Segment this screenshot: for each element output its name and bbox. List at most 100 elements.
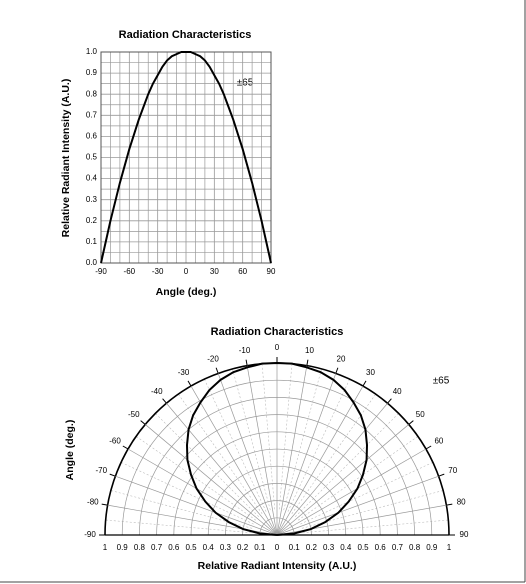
tick-mark (446, 503, 453, 506)
minor-grid-line (204, 378, 267, 512)
minor-grid-line (135, 436, 257, 521)
angle-tick-label: 10 (305, 346, 314, 355)
tick-mark (306, 359, 309, 366)
r-tick-label: 0.6 (375, 543, 387, 552)
y-tick-label: 0.1 (86, 237, 98, 246)
angle-tick-label: 30 (366, 368, 375, 377)
x-tick-label: -60 (124, 267, 136, 276)
r-tick-label: 0.1 (254, 543, 266, 552)
grid-line (127, 448, 278, 536)
minor-grid-line (105, 519, 252, 534)
x-axis-label: Angle (deg.) (156, 286, 217, 298)
angle-tick-label: -20 (207, 354, 219, 363)
tick-mark (187, 380, 192, 387)
r-tick-label: 0.9 (117, 543, 129, 552)
minor-grid-line (300, 462, 434, 525)
r-tick-label: 0.9 (426, 543, 438, 552)
angle-tick-label: -60 (109, 437, 121, 446)
angle-tick-label: 40 (393, 387, 402, 396)
grid-line (166, 403, 278, 536)
angle-tick-label: -70 (95, 466, 107, 475)
grid-line (246, 365, 278, 536)
r-tick-label: 0.5 (357, 543, 369, 552)
angle-tick-label: -30 (178, 368, 190, 377)
x-tick-label: -90 (95, 267, 107, 276)
minor-grid-line (297, 436, 419, 521)
grid-line (276, 403, 388, 536)
x-axis-label: Relative Radiant Intensity (A.U.) (198, 560, 357, 572)
minor-grid-line (120, 462, 254, 525)
grid-line (190, 385, 278, 536)
tick-mark (362, 380, 367, 387)
angle-tick-label: -10 (239, 346, 251, 355)
x-tick-label: 60 (238, 267, 247, 276)
tick-mark (438, 473, 445, 477)
angle-tick-label: 80 (457, 498, 466, 507)
r-tick-label: 0.5 (185, 543, 197, 552)
tick-mark (122, 445, 129, 450)
tick-mark (215, 367, 219, 374)
y-tick-label: 0.3 (86, 195, 98, 204)
angle-tick-label: 0 (275, 343, 280, 352)
grid-line (276, 385, 364, 536)
tick-mark (245, 359, 248, 366)
y-tick-label: 1.0 (86, 47, 98, 56)
angle-tick-label: -90 (84, 530, 96, 539)
angle-tick-label: 60 (434, 437, 443, 446)
data-line (185, 361, 369, 536)
r-tick-label: 0.8 (409, 543, 421, 552)
grid-line (276, 448, 427, 536)
y-axis-label: Relative Radiant Intensity (A.U.) (60, 79, 72, 238)
minor-grid-line (155, 413, 259, 517)
x-tick-label: 90 (267, 267, 276, 276)
r-tick-label: 0.2 (306, 543, 318, 552)
tick-mark (140, 420, 146, 425)
r-tick-label: 0.7 (151, 543, 163, 552)
minor-grid-line (302, 519, 449, 534)
angle-tick-label: -40 (151, 387, 163, 396)
r-tick-label: 1 (103, 543, 108, 552)
r-tick-label: 0.7 (392, 543, 404, 552)
r-tick-label: 0.3 (323, 543, 335, 552)
grid-line (217, 373, 278, 536)
minor-grid-line (295, 413, 399, 517)
y-tick-label: 0.7 (86, 110, 98, 119)
chart-title: Radiation Characteristics (211, 326, 344, 338)
y-tick-label: 0.5 (86, 153, 98, 162)
y-tick-label: 0.0 (86, 258, 98, 267)
x-tick-label: 0 (184, 267, 189, 276)
tick-mark (425, 445, 432, 450)
grid-line (276, 373, 337, 536)
tick-mark (162, 398, 167, 404)
x-tick-label: -30 (152, 267, 164, 276)
minor-grid-line (278, 363, 293, 510)
angle-tick-label: 90 (460, 530, 469, 539)
tick-mark (109, 473, 116, 477)
minor-grid-line (291, 393, 376, 515)
r-tick-label: 0.4 (203, 543, 215, 552)
y-tick-label: 0.6 (86, 132, 98, 141)
tick-mark (408, 420, 414, 425)
minor-grid-line (232, 368, 271, 511)
annotation: ±65 (237, 78, 254, 89)
angle-tick-label: -50 (128, 410, 140, 419)
minor-grid-line (287, 378, 350, 512)
grid-line (276, 475, 439, 536)
y-tick-label: 0.8 (86, 89, 98, 98)
r-tick-label: 0.4 (340, 543, 352, 552)
r-tick-label: 0.2 (237, 543, 249, 552)
x-tick-label: 30 (210, 267, 219, 276)
tick-mark (387, 398, 392, 404)
data-line (100, 51, 272, 264)
r-tick-label: 0 (275, 543, 280, 552)
angle-tick-label: 20 (337, 354, 346, 363)
r-tick-label: 0.8 (134, 543, 146, 552)
minor-grid-line (261, 363, 276, 510)
y-tick-label: 0.9 (86, 68, 98, 77)
minor-grid-line (178, 393, 263, 515)
grid-line (145, 424, 278, 536)
y-axis-label: Angle (deg.) (64, 420, 76, 481)
